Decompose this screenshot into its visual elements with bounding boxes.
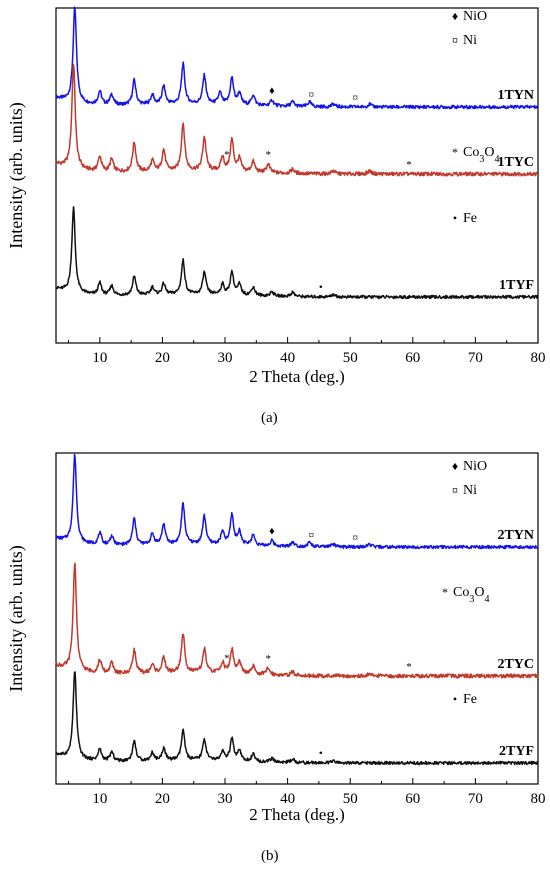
series-label-2tyf: 2TYF xyxy=(499,744,534,759)
phase-marker: * xyxy=(265,149,271,161)
x-axis-label: 2 Theta (deg.) xyxy=(249,805,345,824)
phase-marker: • xyxy=(319,282,323,294)
phase-marker: ¤ xyxy=(352,92,358,104)
series-label-1tyn: 1TYN xyxy=(497,88,534,103)
phase-marker: * xyxy=(224,149,230,161)
x-tick-label: 50 xyxy=(343,791,358,807)
legend-label: Co3O4 xyxy=(453,585,489,605)
plot-frame-a xyxy=(55,7,539,344)
phase-marker: * xyxy=(406,661,412,673)
phase-marker: * xyxy=(224,653,230,665)
legend-symbol: • xyxy=(453,211,457,225)
legend-symbol: ♦ xyxy=(452,9,458,23)
phase-marker: ¤ xyxy=(309,89,315,101)
x-tick-label: 30 xyxy=(218,791,233,807)
x-tick-label: 40 xyxy=(280,791,295,807)
x-tick-label: 70 xyxy=(468,350,483,366)
x-tick-label: 80 xyxy=(531,791,546,807)
phase-marker: * xyxy=(265,653,271,665)
legend-symbol: ¤ xyxy=(452,483,458,497)
legend-label: Ni xyxy=(463,483,477,498)
legend-label: Co3O4 xyxy=(463,145,499,165)
phase-marker: • xyxy=(319,748,323,760)
phase-marker: ¤ xyxy=(352,532,358,544)
legend-symbol: * xyxy=(452,145,458,159)
panel-b-label: (b) xyxy=(261,848,279,864)
legend-symbol: ¤ xyxy=(452,33,458,47)
series-line-1tyc xyxy=(55,64,539,177)
legend-symbol: * xyxy=(442,585,448,599)
panel-a-label: (a) xyxy=(261,410,278,426)
legend-symbol: ♦ xyxy=(452,459,458,473)
series-line-1tyf xyxy=(55,206,539,300)
x-tick-label: 70 xyxy=(468,791,483,807)
plot-frame-b xyxy=(55,452,539,785)
series-line-2tyf xyxy=(55,671,539,766)
series-label-2tyn: 2TYN xyxy=(497,528,534,543)
x-tick-label: 40 xyxy=(280,350,295,366)
series-line-2tyn xyxy=(55,453,539,550)
series-label-1tyc: 1TYC xyxy=(497,155,534,170)
series-line-1tyn xyxy=(55,6,539,110)
x-tick-label: 30 xyxy=(218,350,233,366)
x-tick-label: 50 xyxy=(343,350,358,366)
phase-marker: ♦ xyxy=(269,525,275,537)
legend-label: Fe xyxy=(463,692,477,707)
legend-symbol: • xyxy=(453,692,457,706)
y-axis-label: Intensity (arb. units) xyxy=(6,545,27,691)
legend-label: Fe xyxy=(463,211,477,226)
x-tick-label: 60 xyxy=(405,350,420,366)
x-axis-label: 2 Theta (deg.) xyxy=(249,367,345,386)
x-tick-label: 10 xyxy=(92,350,107,366)
legend-label: Ni xyxy=(463,33,477,48)
phase-marker: * xyxy=(406,159,412,171)
phase-marker: ¤ xyxy=(309,529,315,541)
x-tick-label: 20 xyxy=(155,791,170,807)
x-tick-label: 80 xyxy=(531,350,546,366)
series-label-2tyc: 2TYC xyxy=(497,657,534,672)
phase-marker: ♦ xyxy=(269,85,275,97)
x-tick-label: 10 xyxy=(92,791,107,807)
x-tick-label: 60 xyxy=(405,791,420,807)
legend-label: NiO xyxy=(463,459,487,474)
series-line-2tyc xyxy=(55,562,539,679)
x-tick-label: 20 xyxy=(155,350,170,366)
legend-label: NiO xyxy=(463,9,487,24)
series-label-1tyf: 1TYF xyxy=(499,278,534,293)
y-axis-label: Intensity (arb. units) xyxy=(6,102,27,248)
